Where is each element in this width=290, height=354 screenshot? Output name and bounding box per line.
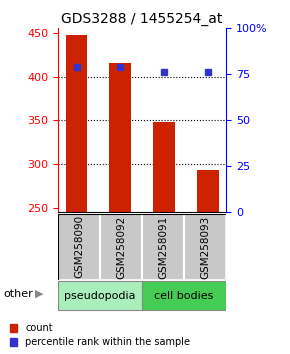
Text: GSM258090: GSM258090 xyxy=(74,215,84,279)
Bar xyxy=(100,214,142,280)
Title: GDS3288 / 1455254_at: GDS3288 / 1455254_at xyxy=(61,12,223,26)
Text: GSM258092: GSM258092 xyxy=(116,215,126,279)
Bar xyxy=(197,170,219,212)
Bar xyxy=(109,63,131,212)
Bar xyxy=(142,281,226,310)
Text: pseudopodia: pseudopodia xyxy=(64,291,136,301)
Bar xyxy=(58,214,100,280)
Text: ▶: ▶ xyxy=(35,289,43,299)
Text: GSM258091: GSM258091 xyxy=(158,215,168,279)
Text: cell bodies: cell bodies xyxy=(155,291,214,301)
Legend: count, percentile rank within the sample: count, percentile rank within the sample xyxy=(8,321,192,349)
Text: other: other xyxy=(3,289,33,299)
Bar xyxy=(153,122,175,212)
Bar xyxy=(66,35,88,212)
Bar xyxy=(142,214,184,280)
Text: GSM258093: GSM258093 xyxy=(200,215,210,279)
Bar xyxy=(58,281,142,310)
Bar xyxy=(184,214,226,280)
